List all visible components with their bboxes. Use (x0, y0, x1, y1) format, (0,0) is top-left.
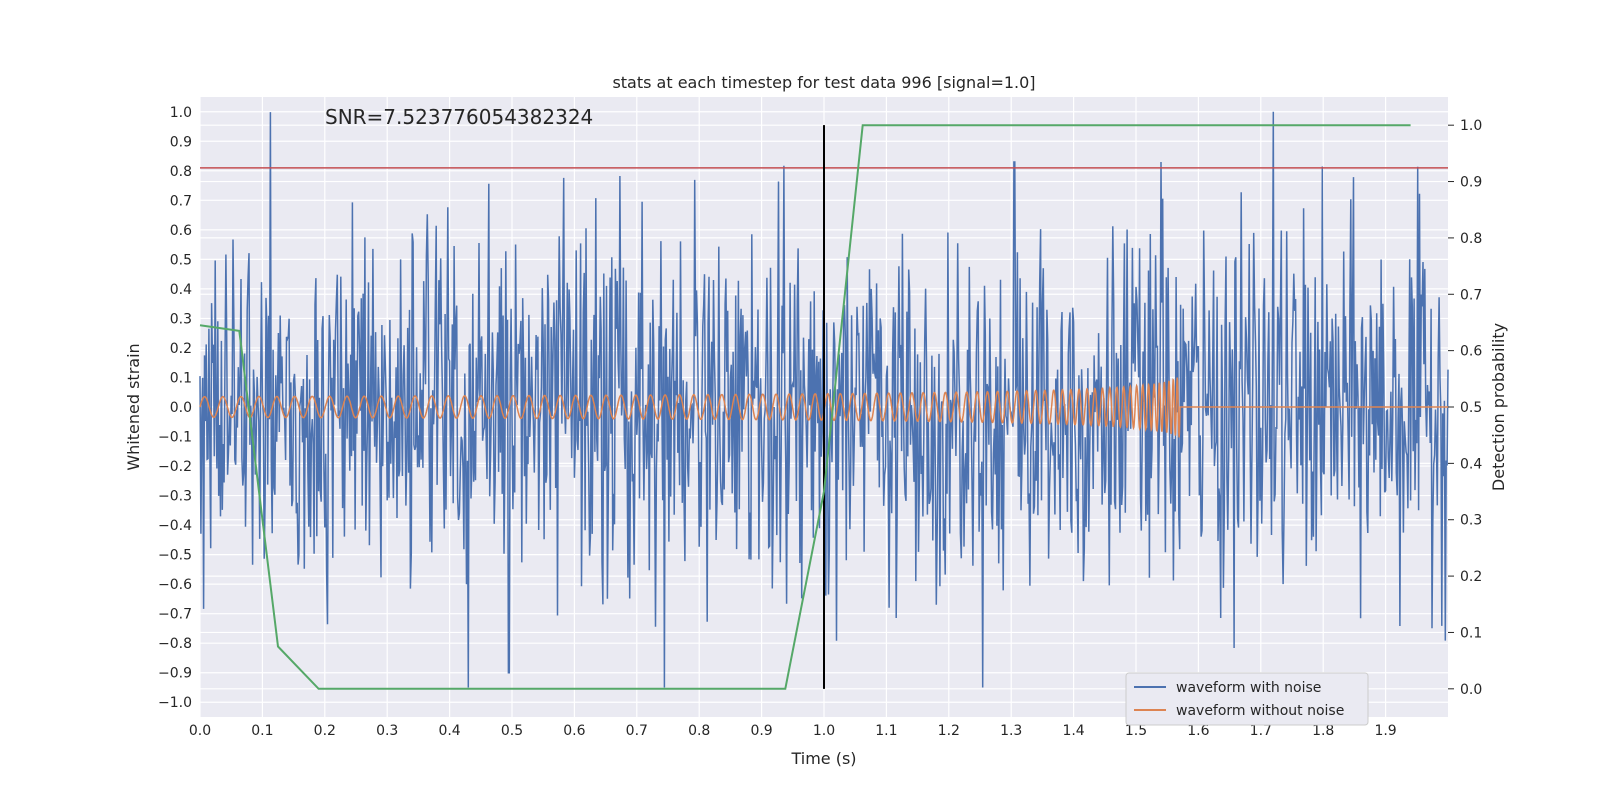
y-right-tick-label: 0.9 (1460, 175, 1482, 191)
x-tick-label: 1.0 (813, 723, 835, 739)
legend-label-noise: waveform with noise (1176, 680, 1321, 696)
y-left-tick-label: −0.5 (158, 548, 192, 564)
y-right-tick-label: 1.0 (1460, 118, 1482, 134)
y-left-tick-label: 0.1 (170, 370, 192, 386)
x-tick-label: 0.9 (750, 723, 772, 739)
y-right-tick-label: 0.5 (1460, 400, 1482, 416)
x-tick-label: 0.6 (563, 723, 585, 739)
detection-probability-line (199, 124, 1411, 690)
tick-labels: 0.0 0.1 0.2 0.3 0.4 0.5 0.6 0.7 0.8 0.9 1.0 1.1 1.2 1… (158, 105, 1482, 739)
legend: waveform with noise waveform without noi… (1125, 672, 1369, 726)
y-left-tick-label: 0.2 (170, 341, 192, 357)
y-left-tick-label: 0.0 (170, 400, 192, 416)
y-left-tick-label: −0.1 (158, 430, 192, 446)
y-axis-label-left: Whitened strain (124, 343, 143, 470)
x-tick-label: 1.9 (1374, 723, 1396, 739)
x-tick-label: 1.1 (875, 723, 897, 739)
x-tick-label: 1.3 (1000, 723, 1022, 739)
y-left-tick-label: 1.0 (170, 105, 192, 121)
x-tick-label: 1.7 (1250, 723, 1272, 739)
x-tick-label: 0.0 (189, 723, 211, 739)
x-tick-label: 0.4 (438, 723, 460, 739)
y-left-tick-label: −0.3 (158, 489, 192, 505)
y-axis-label-right: Detection probability (1489, 323, 1508, 491)
y-left-tick-label: 0.6 (170, 223, 192, 239)
x-tick-label: 0.7 (626, 723, 648, 739)
x-tick-label: 0.5 (501, 723, 523, 739)
legend-box (1125, 672, 1369, 726)
y-right-tick-label: 0.4 (1460, 456, 1482, 472)
x-axis-label: Time (s) (790, 749, 856, 768)
x-tick-label: 0.8 (688, 723, 710, 739)
y-left-tick-label: 0.9 (170, 134, 192, 150)
snr-annotation: SNR=7.523776054382324 (325, 105, 593, 129)
y-right-tick-label: 0.1 (1460, 625, 1482, 641)
x-tick-label: 1.2 (938, 723, 960, 739)
y-left-tick-label: −0.8 (158, 636, 192, 652)
y-left-tick-label: −0.2 (158, 459, 192, 475)
y-left-tick-label: 0.7 (170, 193, 192, 209)
y-left-tick-label: −0.9 (158, 666, 192, 682)
chart-title: stats at each timestep for test data 996… (612, 73, 1035, 92)
x-tick-label: 0.1 (251, 723, 273, 739)
legend-label-clean: waveform without noise (1176, 703, 1344, 719)
y-right-tick-label: 0.2 (1460, 569, 1482, 585)
data-layer (199, 111, 1449, 690)
y-left-tick-label: 0.4 (170, 282, 192, 298)
y-right-tick-label: 0.0 (1460, 682, 1482, 698)
y-left-tick-label: −0.7 (158, 607, 192, 623)
y-left-tick-label: −1.0 (158, 695, 192, 711)
y-left-tick-label: 0.3 (170, 311, 192, 327)
y-right-tick-label: 0.6 (1460, 344, 1482, 360)
x-tick-label: 0.3 (376, 723, 398, 739)
x-tick-label: 1.6 (1187, 723, 1209, 739)
y-right-tick-label: 0.7 (1460, 287, 1482, 303)
y-left-tick-label: 0.5 (170, 252, 192, 268)
y-left-tick-label: −0.4 (158, 518, 192, 534)
x-tick-label: 1.8 (1312, 723, 1334, 739)
y-left-tick-label: 0.8 (170, 164, 192, 180)
x-tick-label: 1.4 (1062, 723, 1084, 739)
x-tick-label: 1.5 (1125, 723, 1147, 739)
x-tick-label: 0.2 (314, 723, 336, 739)
y-right-tick-label: 0.8 (1460, 231, 1482, 247)
y-left-tick-label: −0.6 (158, 577, 192, 593)
y-right-tick-label: 0.3 (1460, 513, 1482, 529)
